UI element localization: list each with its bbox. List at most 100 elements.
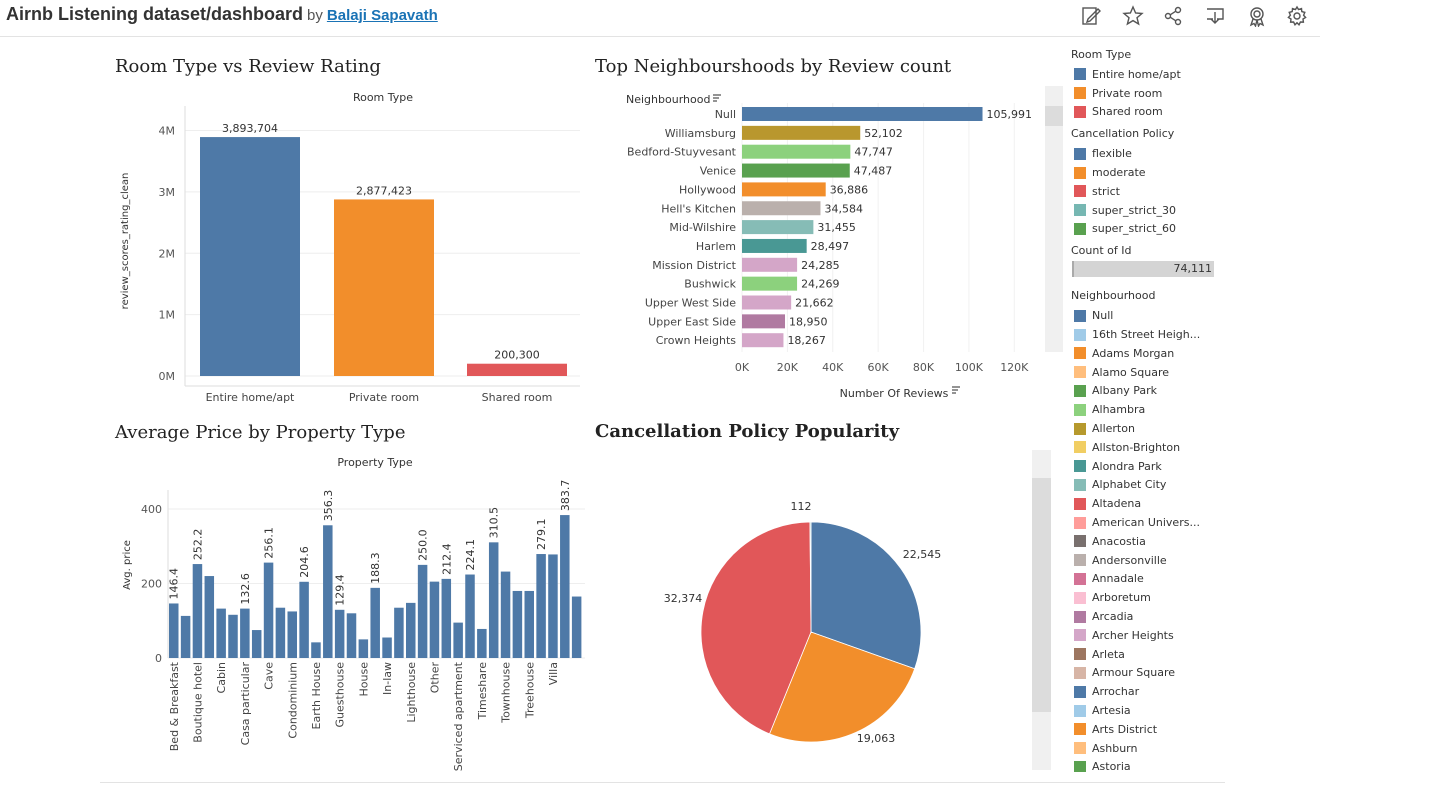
pie-scrollbar-thumb[interactable]	[1032, 478, 1051, 712]
neigh-xtick: 60K	[868, 361, 890, 374]
neigh-value-label: 18,267	[787, 334, 826, 347]
price-category-label: Earth House	[310, 662, 323, 730]
price-category-label: In-law	[381, 662, 394, 695]
room-bar	[200, 137, 300, 376]
room-category-label: Private room	[349, 391, 419, 404]
price-category-label: Timeshare	[476, 662, 489, 721]
neigh-value-label: 34,584	[824, 202, 863, 215]
neighbourhood-legend-item[interactable]: 16th Street Heigh...	[1068, 325, 1228, 344]
room-type-header: Room Type	[353, 91, 413, 104]
legend-cancel-list: flexible moderate strict super_strict_30 sup…	[1068, 144, 1228, 238]
neighbourhood-legend-item[interactable]: Altadena	[1068, 494, 1228, 513]
neigh-value-label: 28,497	[811, 240, 850, 253]
price-chart-title: Average Price by Property Type	[115, 422, 406, 443]
price-value-label: 204.6	[298, 546, 311, 578]
room-type-legend-item[interactable]: Private room	[1068, 84, 1228, 103]
neigh-bar	[742, 333, 784, 348]
neigh-category-label: Bushwick	[684, 278, 736, 291]
gear-icon[interactable]	[1286, 5, 1308, 27]
neighbourhood-legend-item[interactable]: Annadale	[1068, 570, 1228, 589]
price-ytick: 200	[141, 578, 162, 591]
neighbourhood-legend-item[interactable]: Adams Morgan	[1068, 344, 1228, 363]
neighbourhood-legend-item[interactable]: Ashburn	[1068, 739, 1228, 758]
neighbourhood-legend-item[interactable]: Allerton	[1068, 419, 1228, 438]
legend-swatch	[1074, 554, 1086, 567]
neigh-value-label: 21,662	[795, 297, 834, 310]
cancellation-legend-item[interactable]: super_strict_30	[1068, 201, 1228, 220]
neigh-value-label: 36,886	[830, 183, 869, 196]
neigh-scrollbar[interactable]	[1045, 86, 1063, 352]
badge-icon[interactable]	[1246, 5, 1268, 28]
neighbourhood-legend-item[interactable]: Null	[1068, 306, 1228, 325]
price-bar	[548, 554, 558, 658]
cancellation-legend-item[interactable]: strict	[1068, 182, 1228, 201]
neighbourhood-legend-item[interactable]: Arrochar	[1068, 682, 1228, 701]
price-bar	[488, 542, 499, 658]
legend-swatch	[1074, 68, 1086, 81]
neighbourhood-legend-item[interactable]: American Univers...	[1068, 513, 1228, 532]
legend-swatch	[1074, 704, 1086, 717]
legend-label: Arcadia	[1092, 610, 1134, 624]
neigh-bar	[742, 220, 814, 235]
neigh-chart-title: Top Neighbourshoods by Review count	[595, 56, 952, 77]
price-ytick: 0	[155, 652, 162, 665]
legend-label: Arleta	[1092, 647, 1125, 661]
neighbourhood-legend-item[interactable]: Alphabet City	[1068, 476, 1228, 495]
neighbourhood-legend-item[interactable]: Alamo Square	[1068, 363, 1228, 382]
neighbourhood-legend-item[interactable]: Astoria	[1068, 758, 1228, 772]
download-icon[interactable]	[1204, 5, 1226, 27]
neighbourhood-legend-item[interactable]: Albany Park	[1068, 382, 1228, 401]
price-bar	[240, 608, 250, 658]
neighbourhood-legend-item[interactable]: Andersonville	[1068, 551, 1228, 570]
neighbourhood-legend-item[interactable]: Arleta	[1068, 645, 1228, 664]
legend-label: Allerton	[1092, 422, 1135, 436]
author-link[interactable]: Balaji Sapavath	[326, 7, 438, 24]
legend-label: Arts District	[1092, 722, 1158, 736]
neigh-category-label: Crown Heights	[656, 334, 737, 347]
price-category-label: Treehouse	[523, 662, 536, 719]
room-ytick: 0M	[159, 370, 176, 383]
dashboard-title: Airnb Listening dataset/dashboard by Balaj…	[6, 4, 438, 25]
room-type-legend-item[interactable]: Entire home/apt	[1068, 65, 1228, 84]
star-icon[interactable]	[1122, 5, 1144, 27]
neighbourhood-legend-item[interactable]: Armour Square	[1068, 664, 1228, 683]
price-bar	[429, 581, 440, 658]
legend-label: American Univers...	[1092, 516, 1200, 530]
pie-value-label: 32,374	[664, 592, 703, 605]
share-icon[interactable]	[1162, 5, 1184, 27]
room-ytick: 2M	[159, 247, 176, 260]
dashboard-title-text: Airnb Listening dataset/dashboard	[6, 4, 304, 24]
edit-icon[interactable]	[1080, 5, 1102, 27]
neighbourhood-legend-item[interactable]: Artesia	[1068, 701, 1228, 720]
price-ytick: 400	[141, 503, 162, 516]
legend-swatch	[1074, 328, 1086, 341]
legend-swatch	[1074, 723, 1086, 736]
neigh-xtick: 100K	[955, 361, 984, 374]
sort-icon	[952, 386, 960, 394]
legend-label: Arboretum	[1092, 591, 1151, 605]
price-category-label: Bed & Breakfast	[168, 661, 181, 751]
neighbourhood-legend-item[interactable]: Arboretum	[1068, 588, 1228, 607]
neigh-value-label: 31,455	[817, 221, 856, 234]
neighbourhood-legend-item[interactable]: Archer Heights	[1068, 626, 1228, 645]
neighbourhood-legend-item[interactable]: Allston-Brighton	[1068, 438, 1228, 457]
neighbourhood-legend-item[interactable]: Alhambra	[1068, 400, 1228, 419]
room-type-legend-item[interactable]: Shared room	[1068, 103, 1228, 122]
legend-label: Altadena	[1092, 497, 1142, 511]
neigh-category-label: Mid-Wilshire	[669, 221, 736, 234]
cancellation-legend-item[interactable]: super_strict_60	[1068, 220, 1228, 239]
legend-neigh-title: Neighbourhood	[1071, 289, 1156, 303]
neighbourhood-legend-item[interactable]: Anacostia	[1068, 532, 1228, 551]
legend-label: Ashburn	[1092, 741, 1138, 755]
neighbourhood-legend-item[interactable]: Arcadia	[1068, 607, 1228, 626]
cancellation-legend-item[interactable]: moderate	[1068, 163, 1228, 182]
legend-swatch	[1074, 87, 1086, 100]
neighbourhood-legend-item[interactable]: Arts District	[1068, 720, 1228, 739]
neighbourhood-legend-item[interactable]: Alondra Park	[1068, 457, 1228, 476]
pie-scrollbar[interactable]	[1032, 450, 1051, 770]
neigh-xtick: 0K	[735, 361, 750, 374]
cancellation-legend-item[interactable]: flexible	[1068, 144, 1228, 163]
neigh-scrollbar-thumb[interactable]	[1045, 106, 1063, 126]
legend-swatch	[1074, 185, 1086, 198]
price-value-label: 310.5	[488, 507, 501, 539]
